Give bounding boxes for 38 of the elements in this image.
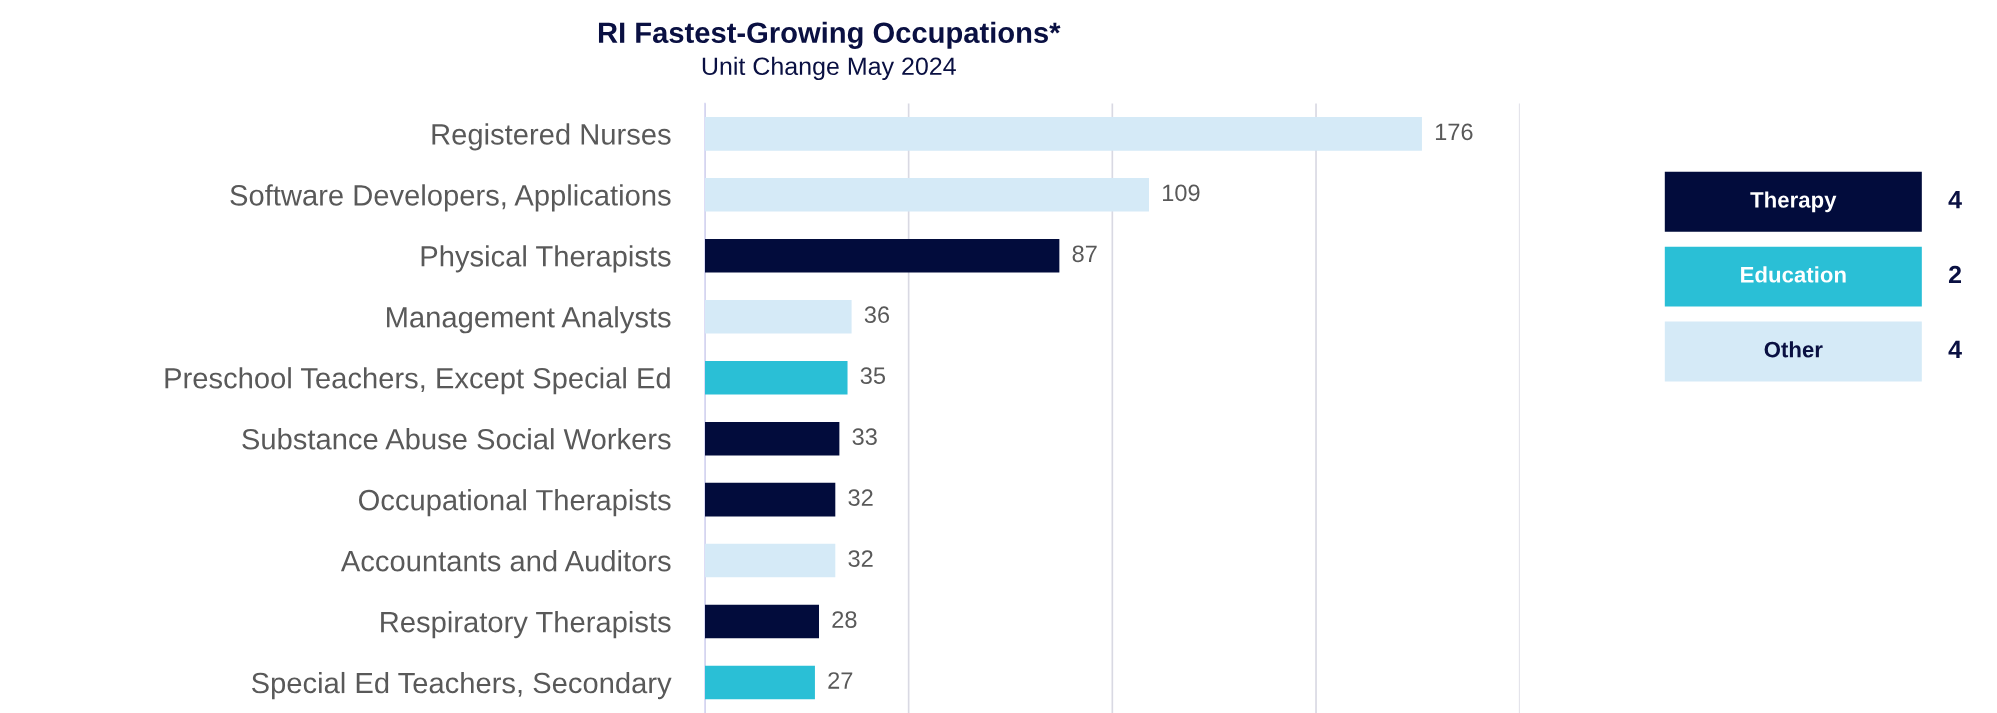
bar [704,421,840,456]
y-tick-label: Preschool Teachers, Except Special Ed [165,367,670,395]
y-tick-label: Registered Nurses [432,123,671,151]
text: Education [1741,266,1846,283]
bar [704,604,820,639]
text: 4 [1948,340,1962,358]
bar [704,665,815,700]
text: 4 [1948,191,1962,209]
y-tick-label: Physical Therapists [421,245,671,273]
data-label: 176 [1435,123,1473,141]
data-label: 28 [832,611,857,628]
y-tick-label: Special Ed Teachers, Secondary [251,671,672,700]
data-label: 33 [852,428,877,446]
y-tick-label: Respiratory Therapists [381,610,671,639]
bar [704,543,836,578]
y-tick-label: Management Analysts [387,306,671,334]
bar [704,299,852,334]
y-tick-label: Software Developers, Applications [230,184,671,212]
data-label: 36 [864,306,890,324]
y-tick-label: Occupational Therapists [359,489,671,517]
data-label: 32 [848,550,873,567]
bar [704,117,1422,151]
data-label: 87 [1072,245,1097,263]
data-label: 109 [1163,184,1200,202]
bar [704,239,1060,273]
data-label: 27 [828,672,853,689]
bar [704,360,848,395]
text: Other [1764,341,1823,358]
y-tick-label: Substance Abuse Social Workers [242,428,671,450]
data-label: 35 [860,367,886,385]
y-tick-label: Accountants and Auditors [340,550,671,572]
chart-subtitle: Unit Change May 2024 [702,56,956,81]
bar [704,482,836,517]
chart-title: RI Fastest-Growing Occupations* [598,21,1061,49]
text: 2 [1948,265,1962,284]
text: Therapy [1750,191,1837,213]
data-label: 32 [848,489,873,506]
bar [704,178,1149,212]
